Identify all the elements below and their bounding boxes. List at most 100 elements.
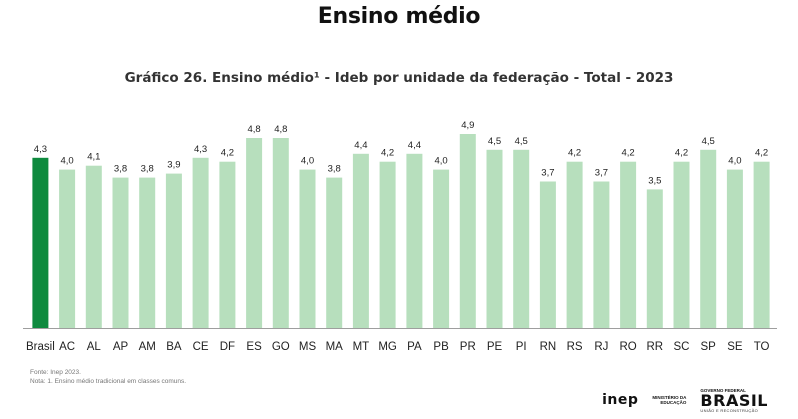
mec-logo-line2: EDUCAÇÃO bbox=[660, 400, 687, 405]
bars-group bbox=[32, 134, 770, 328]
bar-mg bbox=[379, 161, 396, 328]
value-label-am: 3,8 bbox=[141, 164, 154, 175]
x-tick-label-rn: RN bbox=[540, 341, 557, 353]
x-tick-label-rj: RJ bbox=[594, 341, 608, 353]
bar-rj bbox=[593, 181, 610, 328]
bar-pr bbox=[459, 134, 476, 328]
value-label-mg: 4,2 bbox=[381, 148, 394, 159]
bar-sp bbox=[700, 149, 717, 328]
value-labels-group: 4,3 4,0 4,1 3,8 3,8 3,9 4,3 4,2 4,8 4,8 4,0 3,8 4,4 4… bbox=[34, 120, 768, 186]
bar-ac bbox=[59, 169, 76, 328]
inep-logo: inep bbox=[602, 392, 639, 408]
footnote: Nota: 1. Ensino médio tradicional em cla… bbox=[30, 378, 187, 385]
mec-logo-line1: MINISTÉRIO DA bbox=[652, 394, 687, 400]
source-note: Fonte: Inep 2023. bbox=[30, 369, 81, 376]
logos: inep MINISTÉRIO DA EDUCAÇÃO GOVERNO FEDE… bbox=[602, 388, 768, 413]
bar-rs bbox=[566, 161, 583, 328]
x-tick-label-es: ES bbox=[246, 341, 262, 353]
value-label-rs: 4,2 bbox=[568, 148, 581, 159]
value-label-pa: 4,4 bbox=[408, 140, 421, 151]
bar-al bbox=[85, 165, 102, 328]
x-tick-label-ap: AP bbox=[113, 341, 129, 353]
bar-ba bbox=[165, 173, 182, 328]
bar-rn bbox=[539, 181, 556, 328]
x-tick-label-pa: PA bbox=[407, 341, 422, 353]
x-tick-labels-group: Brasil AC AL AP AM BA CE DF ES GO MS MA MT MG PA PB PR PE… bbox=[26, 341, 770, 353]
x-tick-label-rs: RS bbox=[567, 341, 583, 353]
value-label-to: 4,2 bbox=[755, 148, 768, 159]
x-tick-label-pi: PI bbox=[516, 341, 527, 353]
page-title: Ensino médio bbox=[317, 4, 481, 29]
value-label-ce: 4,3 bbox=[194, 144, 207, 155]
x-tick-label-mt: MT bbox=[353, 341, 370, 353]
value-label-se: 4,0 bbox=[728, 156, 741, 167]
value-label-brasil: 4,3 bbox=[34, 144, 47, 155]
bar-mt bbox=[352, 153, 369, 328]
x-tick-label-pb: PB bbox=[433, 341, 449, 353]
bar-to bbox=[753, 161, 770, 328]
bar-ms bbox=[299, 169, 316, 328]
value-label-pb: 4,0 bbox=[434, 156, 447, 167]
bar-ma bbox=[326, 177, 343, 328]
bar-pe bbox=[486, 149, 503, 328]
chart-title: Gráfico 26. Ensino médio¹ - Ideb por uni… bbox=[124, 70, 674, 86]
value-label-rj: 3,7 bbox=[595, 168, 608, 179]
x-tick-label-df: DF bbox=[220, 341, 235, 353]
bar-df bbox=[219, 161, 236, 328]
bar-pi bbox=[513, 149, 530, 328]
value-label-ro: 4,2 bbox=[621, 148, 634, 159]
brasil-wordmark: BRASIL bbox=[700, 390, 768, 410]
x-tick-label-pr: PR bbox=[460, 341, 476, 353]
value-label-mt: 4,4 bbox=[354, 140, 367, 151]
x-tick-label-ro: RO bbox=[619, 341, 636, 353]
x-tick-label-mg: MG bbox=[378, 341, 397, 353]
x-tick-label-ac: AC bbox=[59, 341, 75, 353]
x-tick-label-am: AM bbox=[139, 341, 156, 353]
bar-pa bbox=[406, 153, 423, 328]
value-label-ba: 3,9 bbox=[167, 160, 180, 171]
value-label-pe: 4,5 bbox=[488, 136, 501, 147]
value-label-al: 4,1 bbox=[87, 152, 100, 163]
value-label-sp: 4,5 bbox=[702, 136, 715, 147]
bar-ro bbox=[620, 161, 637, 328]
x-tick-label-rr: RR bbox=[646, 341, 663, 353]
x-tick-label-go: GO bbox=[272, 341, 290, 353]
value-label-ap: 3,8 bbox=[114, 164, 127, 175]
bar-chart: 4,3 4,0 4,1 3,8 3,8 3,9 4,3 4,2 4,8 4,8 4,0 3,8 4,4 4… bbox=[23, 120, 777, 353]
bar-brasil bbox=[32, 157, 49, 328]
x-tick-label-to: TO bbox=[754, 341, 770, 353]
governo-federal-logo: GOVERNO FEDERAL BRASIL UNIÃO E RECONSTRU… bbox=[700, 388, 768, 413]
value-label-es: 4,8 bbox=[247, 124, 260, 135]
bar-go bbox=[272, 138, 289, 328]
brasil-subtitle: UNIÃO E RECONSTRUÇÃO bbox=[700, 407, 758, 413]
bar-es bbox=[246, 138, 263, 328]
x-tick-label-pe: PE bbox=[487, 341, 503, 353]
value-label-ma: 3,8 bbox=[328, 164, 341, 175]
value-label-sc: 4,2 bbox=[675, 148, 688, 159]
value-label-rr: 3,5 bbox=[648, 175, 661, 186]
value-label-ms: 4,0 bbox=[301, 156, 314, 167]
value-label-go: 4,8 bbox=[274, 124, 287, 135]
value-label-ac: 4,0 bbox=[60, 156, 73, 167]
x-tick-label-ba: BA bbox=[166, 341, 182, 353]
bar-rr bbox=[646, 189, 663, 328]
bar-se bbox=[726, 169, 743, 328]
x-tick-label-sp: SP bbox=[701, 341, 717, 353]
x-tick-label-al: AL bbox=[87, 341, 102, 353]
x-tick-label-ce: CE bbox=[193, 341, 209, 353]
value-label-pi: 4,5 bbox=[515, 136, 528, 147]
value-label-df: 4,2 bbox=[221, 148, 234, 159]
value-label-rn: 3,7 bbox=[541, 168, 554, 179]
x-tick-label-se: SE bbox=[727, 341, 743, 353]
x-tick-label-sc: SC bbox=[674, 341, 690, 353]
bar-am bbox=[139, 177, 156, 328]
x-tick-label-ms: MS bbox=[299, 341, 317, 353]
bar-pb bbox=[433, 169, 450, 328]
bar-sc bbox=[673, 161, 690, 328]
bar-ap bbox=[112, 177, 129, 328]
value-label-pr: 4,9 bbox=[461, 120, 474, 131]
x-tick-label-brasil: Brasil bbox=[26, 341, 55, 353]
x-tick-label-ma: MA bbox=[326, 341, 344, 353]
bar-ce bbox=[192, 157, 209, 328]
footer-notes: Fonte: Inep 2023. Nota: 1. Ensino médio … bbox=[30, 368, 186, 386]
